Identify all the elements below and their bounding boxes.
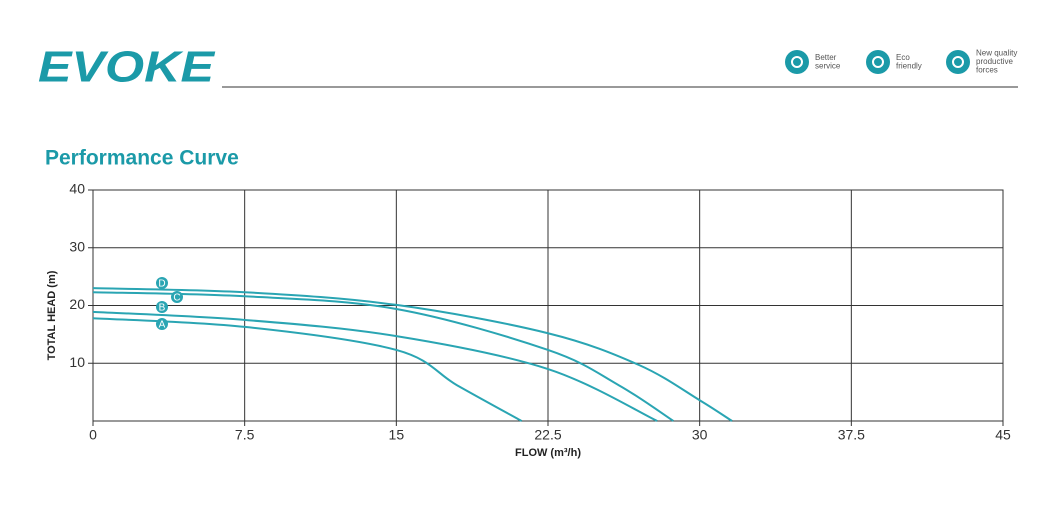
badge-text: Eco bbox=[896, 53, 910, 62]
curve bbox=[92, 287, 733, 422]
curve-label-bg bbox=[171, 291, 183, 303]
x-tick-label: 45 bbox=[995, 427, 1011, 443]
badge-text: New quality bbox=[976, 49, 1017, 58]
y-tick-label: 10 bbox=[69, 354, 85, 370]
section-title: Performance Curve bbox=[45, 147, 239, 170]
curve bbox=[92, 310, 658, 422]
badge-text: service bbox=[815, 61, 841, 70]
badge-text: friendly bbox=[896, 61, 922, 70]
badge-icon bbox=[866, 50, 890, 74]
curve-label: C bbox=[173, 293, 180, 304]
curve bbox=[92, 317, 523, 422]
y-axis-label: TOTAL HEAD (m) bbox=[46, 270, 58, 360]
curve-label: A bbox=[159, 320, 166, 331]
curve-label-bg bbox=[156, 318, 168, 330]
badge-glyph bbox=[791, 56, 803, 68]
curve-label: B bbox=[159, 303, 166, 314]
badge-icon bbox=[946, 50, 970, 74]
y-tick-label: 30 bbox=[69, 238, 85, 254]
x-tick-label: 22.5 bbox=[534, 427, 561, 443]
badge-icon bbox=[785, 50, 809, 74]
x-tick-label: 30 bbox=[692, 427, 708, 443]
logo: EVOKE bbox=[38, 43, 216, 92]
badge-glyph bbox=[952, 56, 964, 68]
y-tick-label: 40 bbox=[69, 181, 85, 197]
x-tick-label: 37.5 bbox=[838, 427, 865, 443]
curve-label-bg bbox=[156, 277, 168, 289]
badge-text: forces bbox=[976, 66, 998, 75]
badge-glyph bbox=[872, 56, 884, 68]
x-tick-label: 15 bbox=[389, 427, 405, 443]
badge-text: productive bbox=[976, 57, 1013, 66]
x-tick-label: 7.5 bbox=[235, 427, 255, 443]
x-axis-label: FLOW (m³/h) bbox=[515, 447, 581, 459]
curve-label: D bbox=[158, 279, 165, 290]
curve-label-bg bbox=[156, 301, 168, 313]
x-tick-label: 0 bbox=[89, 427, 97, 443]
curve bbox=[92, 291, 674, 422]
y-tick-label: 20 bbox=[69, 296, 85, 312]
badge-text: Better bbox=[815, 53, 837, 62]
